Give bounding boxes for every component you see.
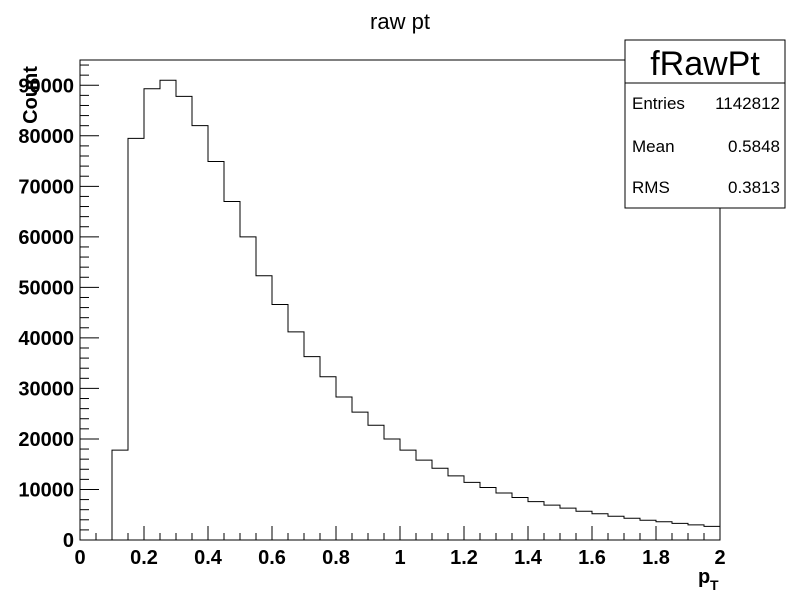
x-tick-label: 2 [714, 547, 725, 569]
x-tick-label: 1 [394, 547, 405, 569]
stats-box-frame [624, 39, 786, 209]
stats-mean-value: 0.5848 [728, 137, 780, 156]
x-axis-label-main: p [698, 566, 710, 588]
y-axis-label: Count [20, 66, 42, 124]
y-tick-label: 10000 [18, 479, 74, 501]
x-tick-label: 0.4 [194, 547, 223, 569]
x-axis-label: p T [698, 566, 719, 593]
stats-rms-label: RMS [632, 178, 670, 197]
y-tick-label: 60000 [18, 227, 74, 249]
histogram-line [111, 79, 721, 540]
x-axis-label-subscript: T [710, 577, 719, 593]
stats-entries-value: 1142812 [715, 94, 780, 113]
chart-title: raw pt [370, 9, 430, 34]
x-tick-label: 0.8 [322, 547, 350, 569]
x-tick-label: 0.2 [130, 547, 158, 569]
x-tick-label: 1.4 [514, 547, 543, 569]
x-axis: 0 0.2 0.4 0.6 0.8 1 1.2 1.4 1.6 1.8 2 [74, 526, 726, 569]
y-tick-label: 40000 [18, 328, 74, 350]
x-tick-label: 1.6 [578, 547, 606, 569]
y-tick-label: 90000 [18, 75, 74, 97]
y-tick-label: 30000 [18, 378, 74, 400]
y-tick-label: 70000 [18, 176, 74, 198]
stats-title: fRawPt [650, 45, 760, 83]
y-tick-label: 20000 [18, 429, 74, 451]
stats-entries-label: Entries [632, 94, 685, 113]
y-tick-label: 80000 [18, 126, 74, 148]
stats-rms-value: 0.3813 [728, 178, 780, 197]
x-tick-label: 0.6 [258, 547, 286, 569]
stats-box: fRawPt Entries 1142812 Mean 0.5848 RMS 0… [624, 39, 786, 209]
x-tick-label: 0 [74, 547, 85, 569]
y-axis: 0 10000 20000 30000 40000 50000 60000 70000 8000… [18, 64, 99, 552]
stats-mean-label: Mean [632, 137, 675, 156]
x-tick-label: 1.2 [450, 547, 478, 569]
y-tick-label: 0 [63, 530, 74, 552]
x-tick-label: 1.8 [642, 547, 670, 569]
y-tick-label: 50000 [18, 277, 74, 299]
